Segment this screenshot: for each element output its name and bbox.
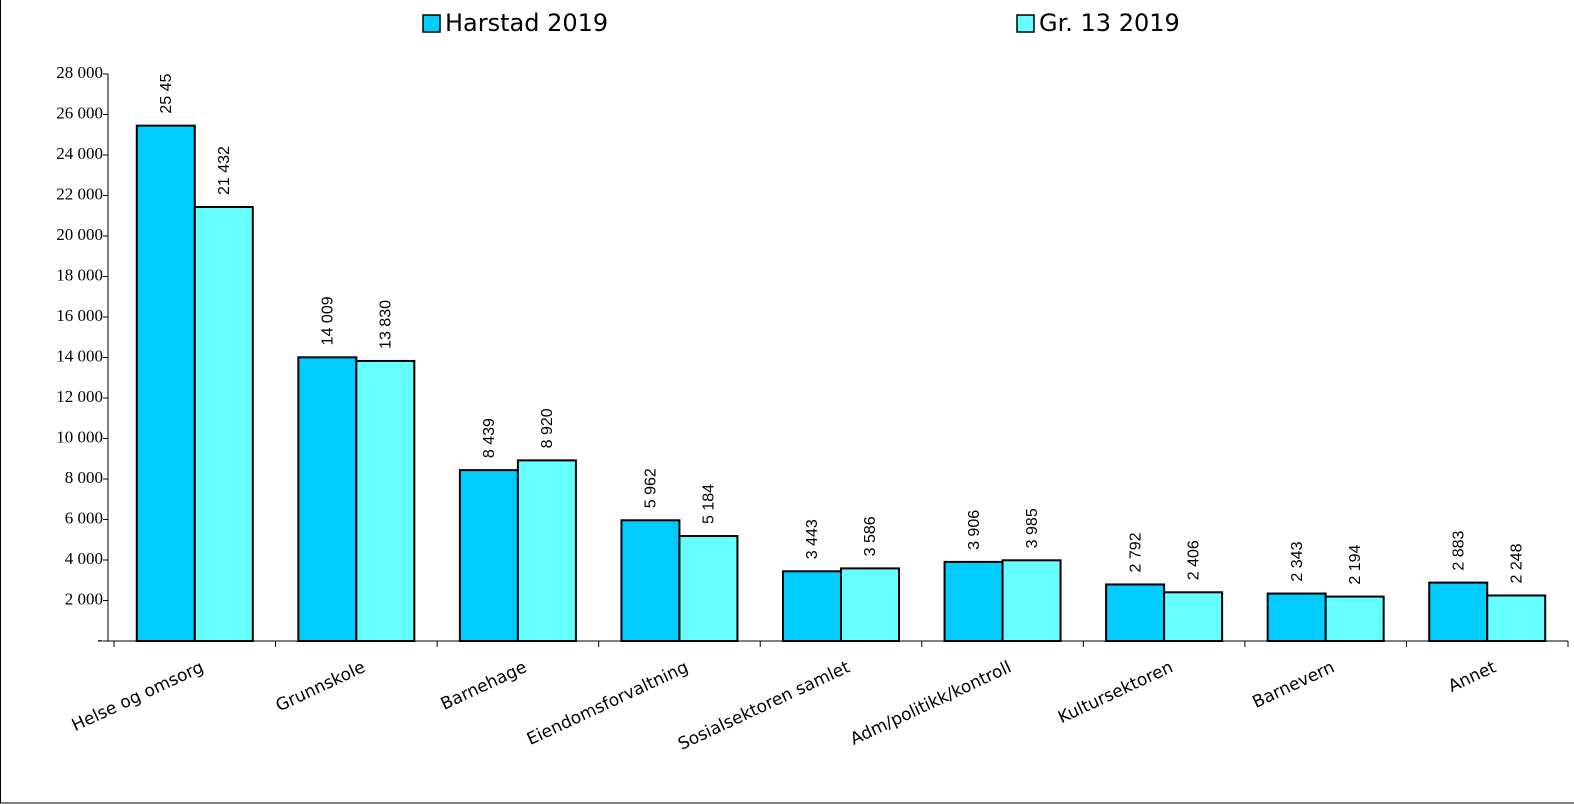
y-tick-label: 8 000 [65, 468, 103, 487]
legend-label: Harstad 2019 [445, 9, 608, 37]
bar [782, 570, 842, 642]
x-tick-label: Barnehage [438, 657, 530, 714]
value-label: 2 883 [1450, 530, 1467, 570]
bar [1163, 591, 1224, 643]
y-tick-label: 20 000 [56, 225, 103, 244]
bar [458, 469, 519, 643]
y-tick-label: 2 000 [65, 589, 103, 608]
bar [1324, 595, 1385, 642]
value-label: 5 184 [701, 484, 718, 524]
bar [1001, 559, 1062, 643]
x-tick-label: Annet [1445, 657, 1499, 697]
bar [943, 560, 1004, 642]
value-label: 5 962 [643, 468, 660, 508]
y-tick-label: 6 000 [65, 508, 103, 527]
bar [1486, 594, 1547, 643]
y-tick-label: 18 000 [56, 265, 103, 284]
value-label: 14 009 [320, 296, 337, 345]
y-tick-label: 26 000 [56, 103, 103, 122]
value-label: 25 45 [158, 73, 175, 113]
bar [135, 124, 196, 642]
bar [620, 519, 681, 642]
value-label: 3 906 [966, 510, 983, 550]
x-tick-label: Helse og omsorg [69, 657, 207, 736]
value-label: 3 443 [804, 519, 821, 559]
value-label: 8 439 [481, 418, 498, 458]
y-tick-label: 22 000 [56, 184, 103, 203]
y-tick-label: 16 000 [56, 306, 103, 325]
value-label: 8 920 [539, 408, 556, 448]
bar [678, 535, 739, 642]
legend-label: Gr. 13 2019 [1039, 9, 1180, 37]
value-label: 2 194 [1347, 544, 1364, 584]
legend-swatch [422, 14, 441, 33]
bar [516, 459, 577, 642]
bar [840, 567, 900, 642]
bar [355, 359, 416, 642]
value-label: 2 248 [1508, 543, 1525, 583]
x-tick-label: Sosialsektoren samlet [675, 657, 853, 754]
value-label: 2 792 [1127, 532, 1144, 572]
y-tick-label: 4 000 [65, 549, 103, 568]
value-label: 2 343 [1289, 541, 1306, 581]
x-tick-label: Eiendomsforvaltning [524, 657, 692, 749]
value-label: 3 985 [1024, 508, 1041, 548]
x-tick-label: Grunnskole [273, 657, 369, 716]
y-tick-label: 12 000 [56, 387, 103, 406]
legend-swatch [1016, 14, 1035, 33]
value-label: 13 830 [378, 300, 395, 349]
y-tick-label: 24 000 [56, 144, 103, 163]
x-tick-label: Barnevern [1250, 657, 1338, 712]
value-label: 2 406 [1185, 540, 1202, 580]
value-label: 3 586 [862, 516, 879, 556]
value-label: 21 432 [216, 146, 233, 195]
y-tick-label: 28 000 [56, 63, 103, 82]
x-tick-label: Adm/politikk/kontroll [847, 657, 1014, 749]
y-tick-label: 10 000 [56, 427, 103, 446]
bar [1105, 583, 1166, 642]
bar [1266, 592, 1327, 643]
y-tick-label: - [97, 630, 103, 649]
bar [193, 206, 254, 642]
x-tick-label: Kultursektoren [1055, 657, 1176, 728]
bar [1428, 581, 1489, 643]
y-tick-label: 14 000 [56, 346, 103, 365]
bar [297, 356, 358, 642]
